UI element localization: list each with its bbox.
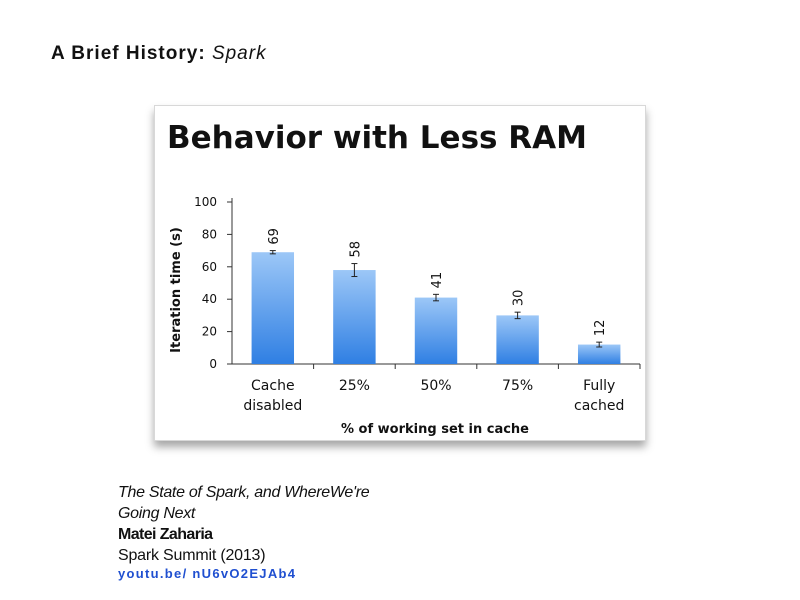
bar [333, 270, 376, 364]
venue: Spark Summit (2013) [118, 547, 266, 564]
y-tick-label: 100 [194, 195, 217, 209]
bar [251, 252, 295, 364]
x-tick-label: Fully [583, 378, 615, 394]
slide-title-accent: Spark [211, 43, 267, 64]
x-tick-label: 25% [339, 378, 370, 394]
slide-title: A Brief History: Spark [51, 43, 267, 65]
data-label: 58 [348, 241, 363, 258]
y-tick-label: 20 [202, 325, 217, 339]
citation: The State of Spark, and WhereWe're Going… [118, 482, 448, 582]
x-tick-label: cached [574, 398, 624, 414]
x-tick-label: 50% [420, 378, 451, 394]
data-label: 69 [267, 228, 282, 245]
y-tick-label: 40 [202, 292, 217, 306]
data-label: 41 [430, 272, 445, 289]
talk-title-line-2: Going Next [118, 505, 196, 522]
x-tick-label: disabled [243, 398, 302, 414]
chart-title: Behavior with Less RAM [167, 120, 587, 156]
chart-card: Behavior with Less RAM Iteration time (s… [154, 105, 646, 441]
bar [414, 297, 458, 364]
slide-title-main: A Brief History: [51, 43, 206, 64]
bar [496, 315, 539, 364]
y-axis-label: Iteration time (s) [169, 227, 184, 353]
y-tick-label: 80 [202, 227, 217, 241]
data-label: 30 [512, 290, 527, 307]
talk-title-line-1: The State of Spark, and WhereWe're [118, 484, 370, 501]
x-tick-label: 75% [502, 378, 533, 394]
x-tick-label: Cache [251, 378, 295, 394]
y-tick-label: 0 [209, 357, 217, 371]
y-tick-label: 60 [202, 260, 217, 274]
author-name: Matei Zaharia [118, 526, 213, 543]
bar [577, 344, 621, 364]
x-axis-label: % of working set in cache [341, 422, 529, 437]
bar-chart: Behavior with Less RAM Iteration time (s… [167, 120, 641, 437]
video-link[interactable]: youtu.be/ nU6vO2EJAb4 [118, 566, 297, 581]
data-label: 12 [593, 320, 608, 337]
